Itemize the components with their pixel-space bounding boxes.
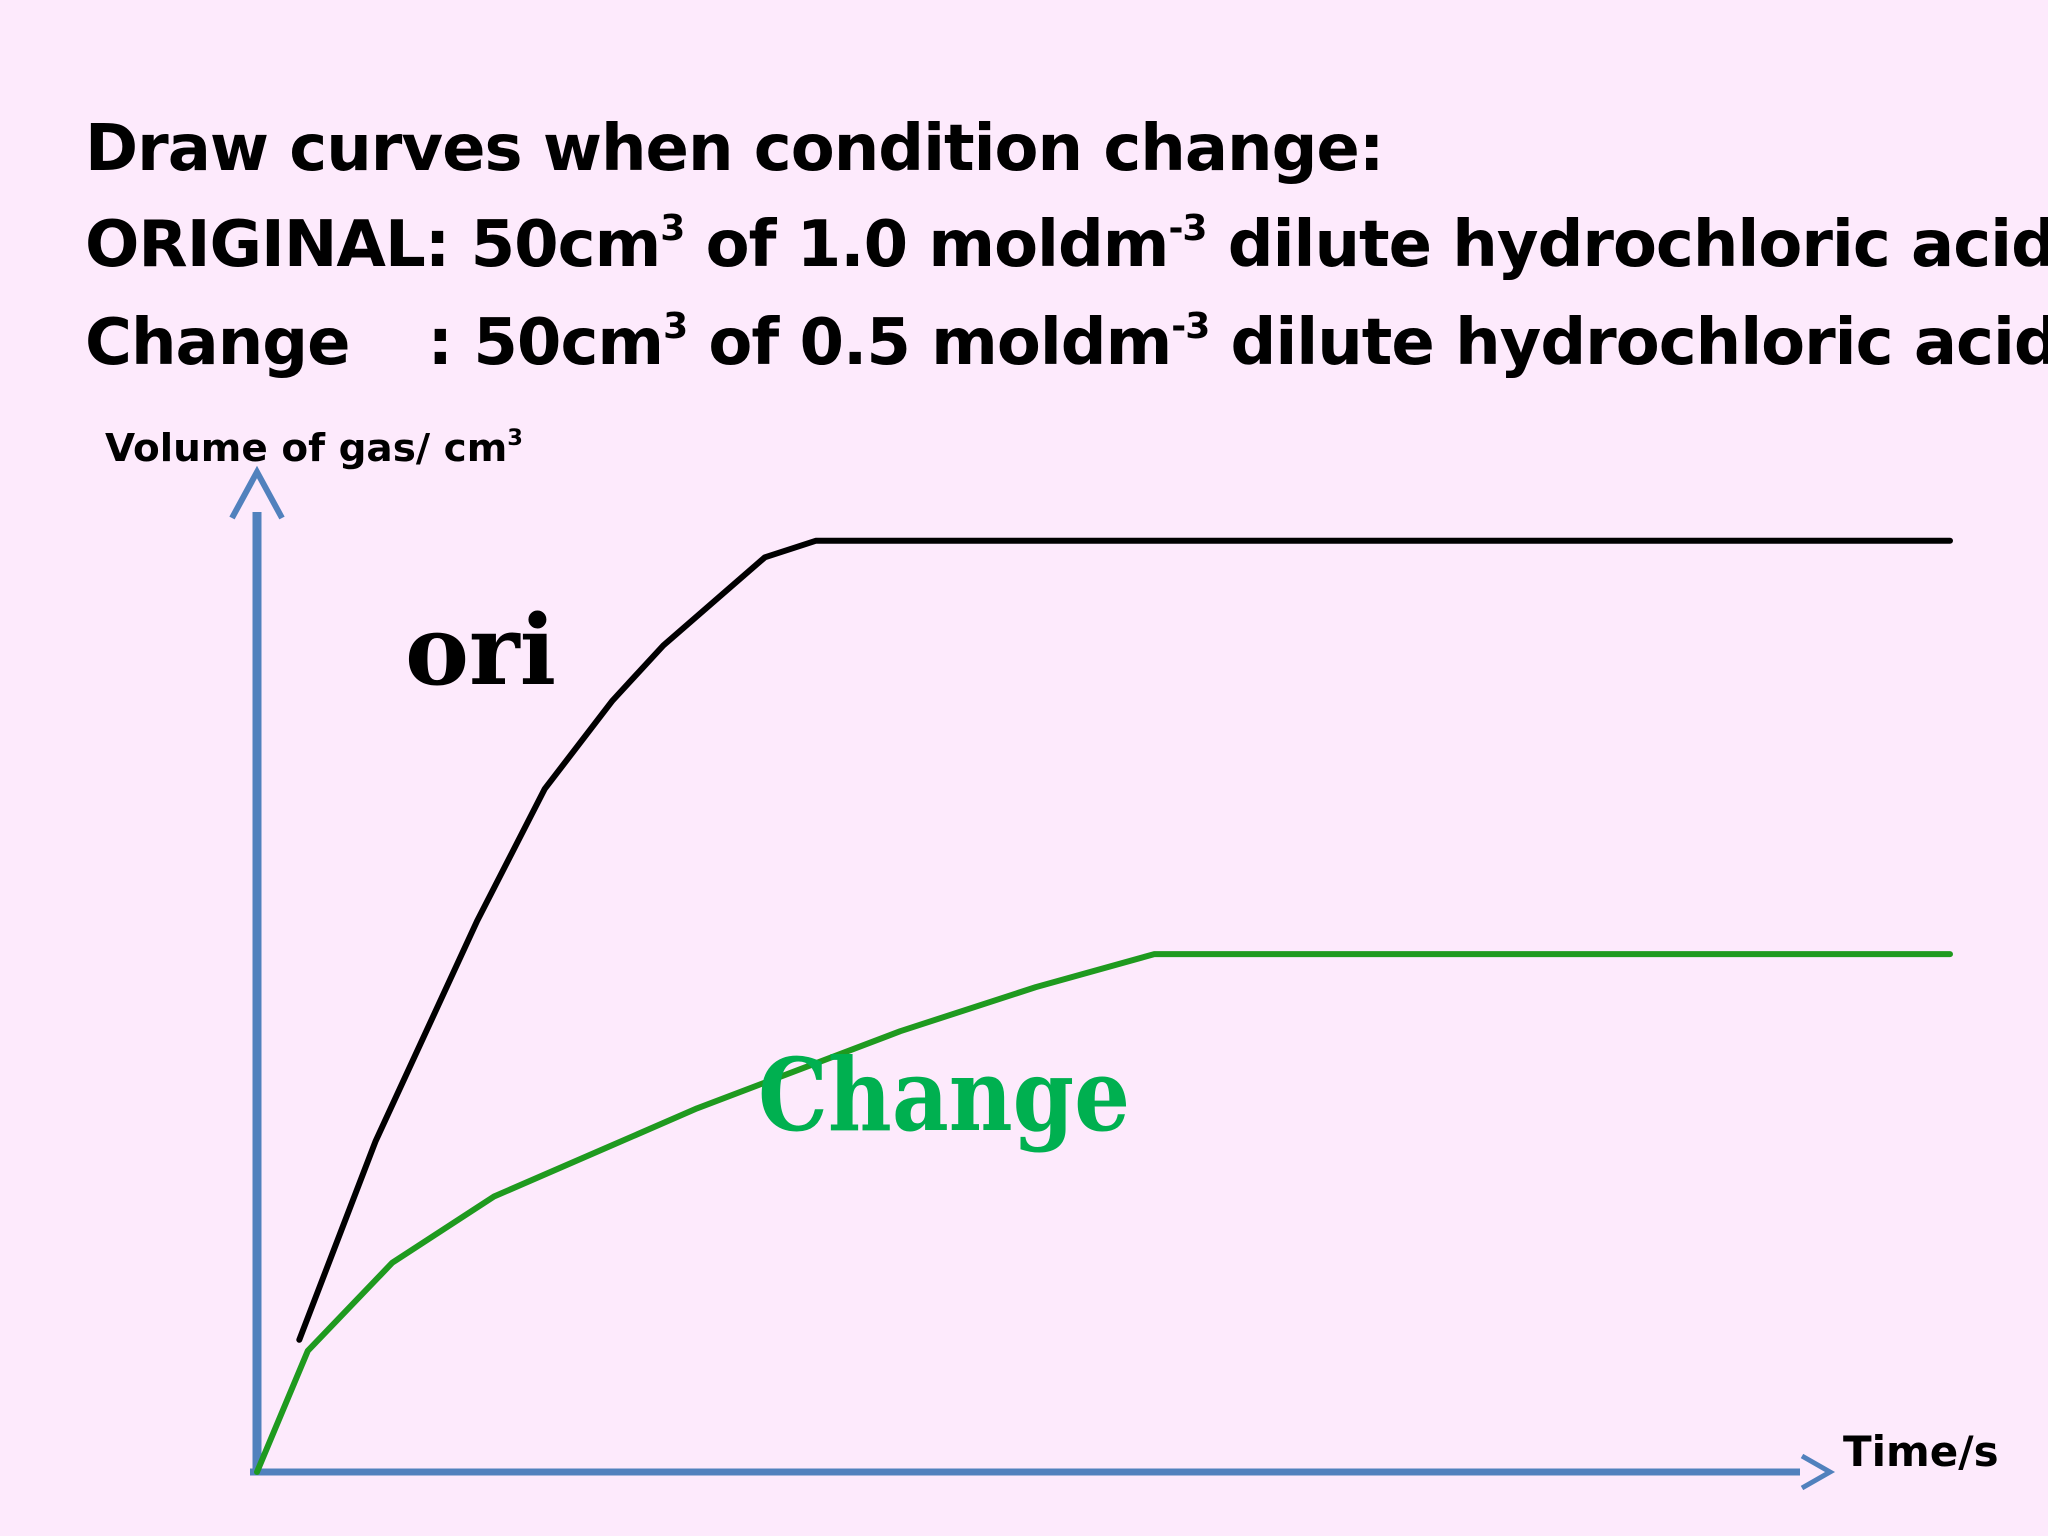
series-layer — [254, 537, 1953, 1475]
superscript: -3 — [1168, 208, 1207, 249]
series-line-ori — [296, 537, 1953, 1343]
superscript: 3 — [660, 208, 685, 249]
series-line-change — [254, 951, 1953, 1475]
chart-axes — [229, 465, 1836, 1491]
heading-line-2: ORIGINAL: 50cm3 of 1.0 moldm-3 dilute hy… — [85, 208, 2048, 282]
superscript: -3 — [1171, 306, 1210, 347]
series-label-change: Change — [758, 1036, 1130, 1154]
heading-line-1: Draw curves when condition change: — [85, 112, 1384, 186]
heading-line-3: Change: 50cm3 of 0.5 moldm-3 dilute hydr… — [85, 306, 2048, 380]
x-axis-arrowhead — [1800, 1453, 1836, 1491]
series-label-ori: ori — [405, 594, 556, 707]
x-axis-label: Time/s — [1843, 1427, 1999, 1476]
y-axis-arrowhead — [229, 465, 285, 520]
y-axis-label: Volume of gas/ cm 3 — [105, 426, 523, 470]
superscript: 3 — [663, 306, 688, 347]
y-axis-label-superscript: 3 — [507, 426, 523, 451]
